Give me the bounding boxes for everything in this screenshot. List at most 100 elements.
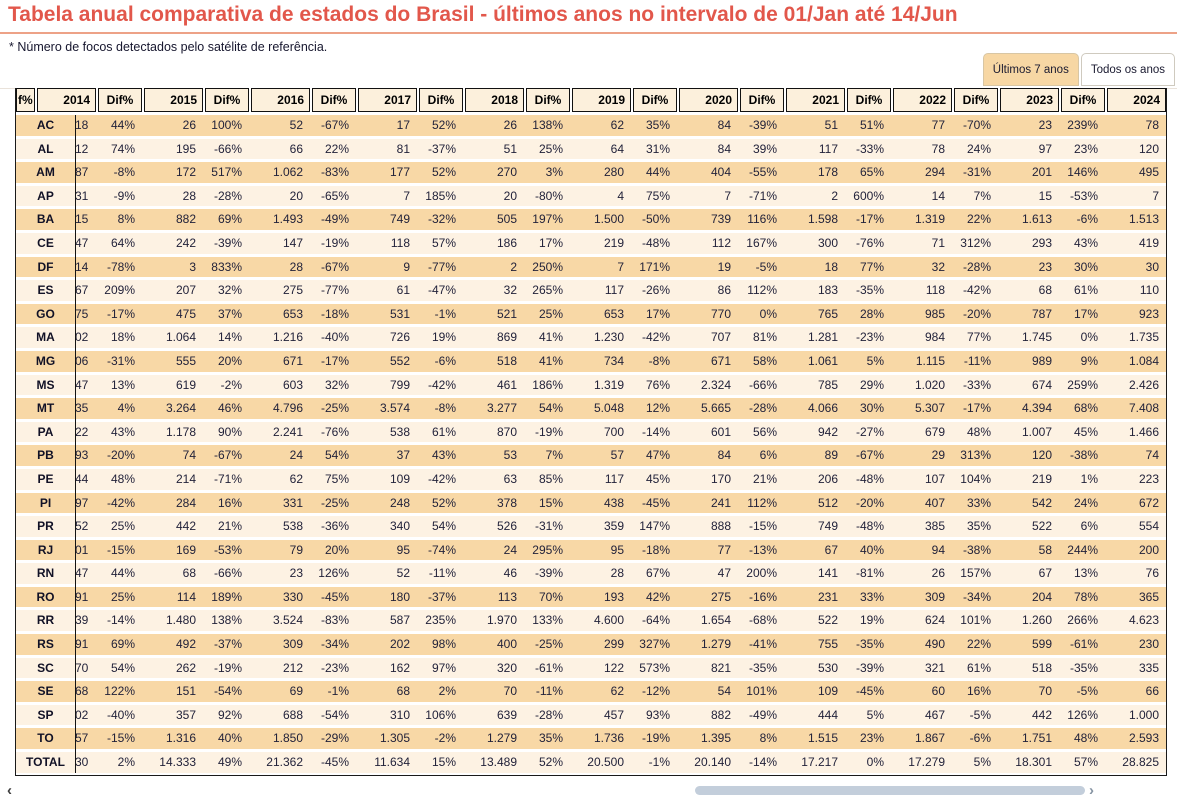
comparative-table: f% 2014 Dif% 2015 Dif% 2016 Dif% 2017 Dif% 2018 Di… xyxy=(15,88,1167,776)
cell: 4.394 xyxy=(1021,401,1052,416)
cell: 457 xyxy=(603,707,624,722)
cell: 5.307 xyxy=(914,401,945,416)
cell: 62 xyxy=(610,684,624,699)
cell: 69% xyxy=(217,212,242,227)
cell: 23% xyxy=(1073,141,1098,156)
cell: -37% xyxy=(427,141,456,156)
cell: 61% xyxy=(431,424,456,439)
cell: 25% xyxy=(110,519,135,534)
cell: 3% xyxy=(545,165,563,180)
tab-todos-os-anos[interactable]: Todos os anos xyxy=(1080,53,1175,86)
cell: 467 xyxy=(924,707,945,722)
cell-2014-clipped: 31 xyxy=(75,188,89,203)
cell: 33% xyxy=(966,495,991,510)
cell: 74% xyxy=(110,141,135,156)
state-label: PE xyxy=(37,471,54,486)
subtitle-note: * Número de focos detectados pelo satéli… xyxy=(9,40,328,54)
cell: 1.500 xyxy=(593,212,624,227)
cell: 688 xyxy=(282,707,303,722)
cell: 7% xyxy=(545,448,563,463)
state-label: MG xyxy=(35,353,56,368)
page-title: Tabela anual comparativa de estados do B… xyxy=(8,3,958,26)
cell: 61% xyxy=(966,660,991,675)
cell: 62 xyxy=(289,471,303,486)
cell: 85% xyxy=(538,471,563,486)
cell: 17.279 xyxy=(908,755,945,770)
cell: 54% xyxy=(431,519,456,534)
state-label: PI xyxy=(39,495,52,510)
cell: 385 xyxy=(924,519,945,534)
cell: 1.084 xyxy=(1128,353,1159,368)
cell: 7 xyxy=(617,259,624,274)
cell-2014-clipped: 14 xyxy=(75,259,89,274)
cell: 118 xyxy=(390,235,410,250)
cell: 78% xyxy=(1073,589,1098,604)
cell: 20 xyxy=(503,188,517,203)
cell: 56% xyxy=(752,424,777,439)
cell: -20% xyxy=(106,448,135,463)
cell: 14% xyxy=(217,330,242,345)
cell: -6% xyxy=(969,731,991,746)
cell: -38% xyxy=(962,542,991,557)
cell: 679 xyxy=(924,424,945,439)
scroll-left-arrow[interactable]: ‹ xyxy=(7,782,12,799)
cell: -66% xyxy=(213,141,242,156)
cell: -42% xyxy=(106,495,135,510)
cell: 1.064 xyxy=(165,330,196,345)
cell: -48% xyxy=(855,471,884,486)
cell-2014-clipped: 44 xyxy=(75,471,89,486)
cell: 404 xyxy=(710,165,731,180)
cell: 241 xyxy=(710,495,731,510)
cell: 18 xyxy=(824,259,838,274)
cell: 24% xyxy=(966,141,991,156)
tab-ultimos-7-anos[interactable]: Últimos 7 anos xyxy=(982,53,1079,86)
horizontal-scrollbar-thumb[interactable] xyxy=(695,786,1085,795)
table-row: PR 52 25% 442 21% 538 -36% 340 54% 526 -31% 359 147%… xyxy=(16,516,1166,537)
cell: 28 xyxy=(289,259,303,274)
cell: 53 xyxy=(503,448,517,463)
cell: 461 xyxy=(496,377,517,392)
cell: 671 xyxy=(710,353,731,368)
cell: 1.850 xyxy=(272,731,303,746)
cell-2014-clipped: 67 xyxy=(75,283,89,298)
cell: 4.600 xyxy=(593,613,624,628)
cell: -76% xyxy=(855,235,884,250)
cell: 32 xyxy=(931,259,945,274)
cell: 1.319 xyxy=(593,377,624,392)
cell: 95 xyxy=(610,542,624,557)
cell: 40% xyxy=(217,731,242,746)
cell: 147 xyxy=(282,235,303,250)
cell: 275 xyxy=(282,283,303,298)
table-row: AC 18 44% 26 100% 52 -67% 17 52% 26 138% 62 35% 84 -39… xyxy=(16,115,1166,136)
cell: 1.260 xyxy=(1021,613,1052,628)
cell: 573% xyxy=(639,660,670,675)
cell: 335 xyxy=(1138,660,1159,675)
cell: 157% xyxy=(960,566,991,581)
cell: 16% xyxy=(966,684,991,699)
cell: -18% xyxy=(320,306,349,321)
cell: 4.796 xyxy=(272,401,303,416)
cell: 13% xyxy=(110,377,135,392)
cell: -18% xyxy=(641,542,670,557)
cell: 1.736 xyxy=(593,731,624,746)
cell: -15% xyxy=(106,542,135,557)
cell: 126% xyxy=(1067,707,1098,722)
cell: 41% xyxy=(538,353,563,368)
cell-2014-clipped: 47 xyxy=(75,235,89,250)
cell: 989 xyxy=(1031,353,1052,368)
column-header: 2017 xyxy=(358,88,417,112)
cell: -61% xyxy=(1069,637,1098,652)
table-row: TO 57 -15% 1.316 40% 1.850 -29% 1.305 -2% 1.279 35… xyxy=(16,728,1166,750)
cell: -40% xyxy=(106,707,135,722)
cell: 8% xyxy=(759,731,777,746)
scroll-right-arrow[interactable]: › xyxy=(1089,782,1094,799)
cell: 22% xyxy=(324,141,349,156)
cell: 147% xyxy=(639,519,670,534)
cell: 22% xyxy=(966,637,991,652)
state-label: SE xyxy=(37,684,54,699)
cell: -78% xyxy=(106,259,135,274)
cell: -11% xyxy=(428,566,456,581)
cell: 114 xyxy=(176,589,196,604)
cell: 942 xyxy=(817,424,838,439)
cell: 11.634 xyxy=(374,755,410,770)
